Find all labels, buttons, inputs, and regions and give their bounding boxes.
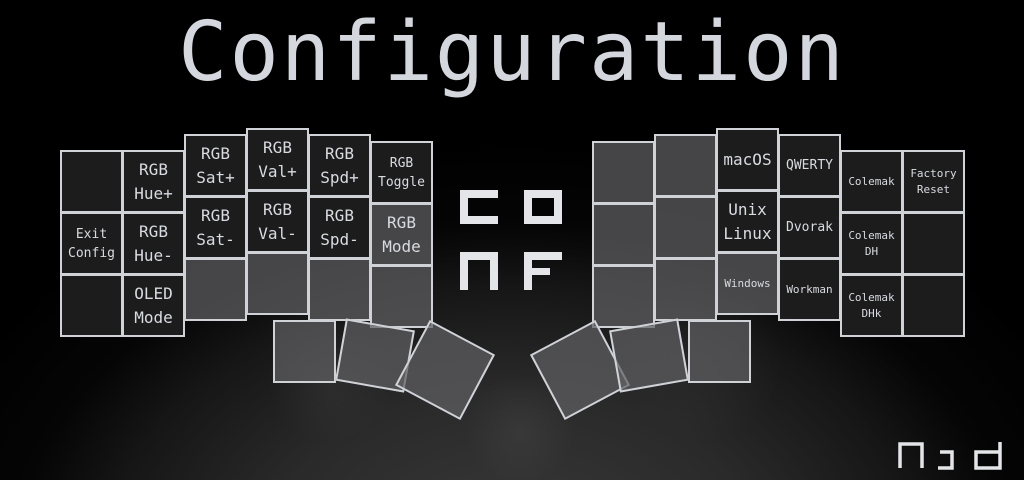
key-right-c5-r2[interactable] <box>902 274 965 337</box>
njd-logo-icon <box>898 442 1002 470</box>
key-right-thumb-3[interactable] <box>688 320 751 383</box>
key-rgb-sat-down[interactable]: RGB Sat- <box>184 196 247 259</box>
key-dvorak[interactable]: Dvorak <box>778 196 841 259</box>
key-left-c3-r2[interactable] <box>246 252 309 315</box>
key-right-c1-r1[interactable] <box>654 196 717 259</box>
key-rgb-mode[interactable]: RGB Mode <box>370 203 433 266</box>
key-factory-reset[interactable]: Factory Reset <box>902 150 965 213</box>
key-rgb-sat-up[interactable]: RGB Sat+ <box>184 134 247 197</box>
key-windows[interactable]: Windows <box>716 252 779 315</box>
key-left-c0-r0[interactable] <box>60 150 123 213</box>
key-oled-mode[interactable]: OLED Mode <box>122 274 185 337</box>
key-left-c4-r2[interactable] <box>308 258 371 321</box>
key-rgb-hue-up[interactable]: RGB Hue+ <box>122 150 185 213</box>
key-qwerty[interactable]: QWERTY <box>778 134 841 197</box>
key-right-thumb-2[interactable] <box>609 318 689 393</box>
key-macos[interactable]: macOS <box>716 128 779 191</box>
key-rgb-hue-down[interactable]: RGB Hue- <box>122 212 185 275</box>
key-left-c5-r2[interactable] <box>370 265 433 328</box>
conf-logo-icon <box>460 190 562 290</box>
key-rgb-val-down[interactable]: RGB Val- <box>246 190 309 253</box>
key-right-c1-r0[interactable] <box>654 134 717 197</box>
key-unix-linux[interactable]: Unix Linux <box>716 190 779 253</box>
key-left-thumb-1[interactable] <box>273 320 336 383</box>
page-title: Configuration <box>178 5 846 100</box>
key-right-c0-r0[interactable] <box>592 141 655 204</box>
key-rgb-val-up[interactable]: RGB Val+ <box>246 128 309 191</box>
key-colemak-dh[interactable]: Colemak DH <box>840 212 903 275</box>
key-rgb-spd-down[interactable]: RGB Spd- <box>308 196 371 259</box>
key-left-c0-r2[interactable] <box>60 274 123 337</box>
key-workman[interactable]: Workman <box>778 258 841 321</box>
key-right-c5-r1[interactable] <box>902 212 965 275</box>
key-exit-config[interactable]: Exit Config <box>60 212 123 275</box>
key-colemak[interactable]: Colemak <box>840 150 903 213</box>
key-rgb-toggle[interactable]: RGB Toggle <box>370 141 433 204</box>
key-left-c2-r2[interactable] <box>184 258 247 321</box>
key-right-c0-r2[interactable] <box>592 265 655 328</box>
key-rgb-spd-up[interactable]: RGB Spd+ <box>308 134 371 197</box>
key-right-c1-r2[interactable] <box>654 258 717 321</box>
key-colemak-dhk[interactable]: Colemak DHk <box>840 274 903 337</box>
key-right-c0-r1[interactable] <box>592 203 655 266</box>
